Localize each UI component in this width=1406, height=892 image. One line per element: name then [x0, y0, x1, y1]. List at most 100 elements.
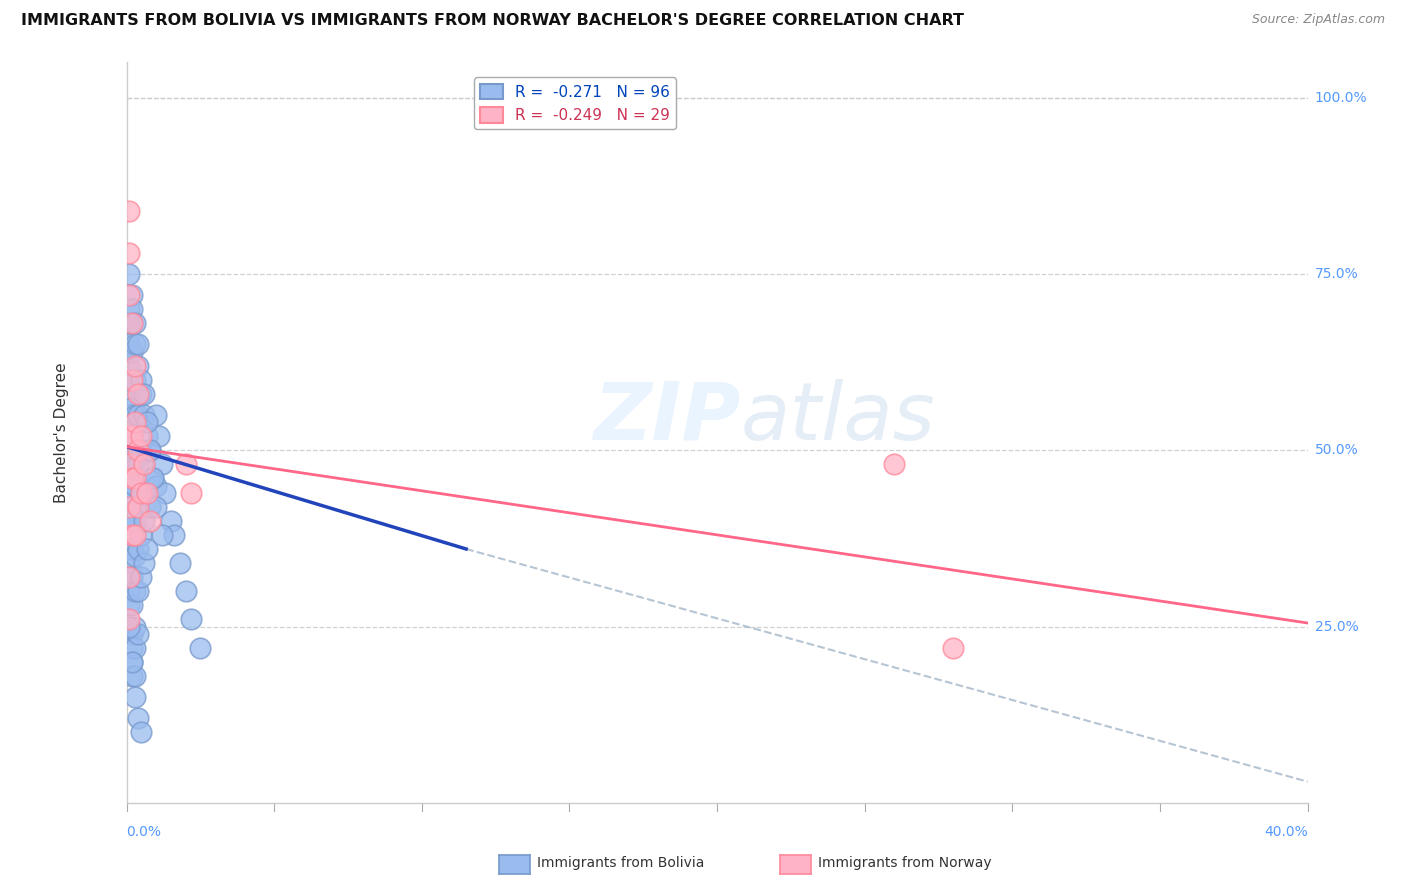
Point	[118, 373, 141, 387]
Point	[127, 337, 149, 351]
Point	[124, 528, 146, 542]
Point	[118, 612, 141, 626]
Point	[124, 640, 146, 655]
Point	[124, 514, 146, 528]
Point	[142, 471, 165, 485]
Point	[121, 528, 143, 542]
Point	[136, 485, 159, 500]
Point	[118, 203, 141, 218]
Point	[127, 541, 149, 556]
Point	[121, 541, 143, 556]
Point	[129, 485, 153, 500]
Point	[134, 458, 156, 472]
Point	[121, 401, 143, 415]
Point	[124, 549, 146, 563]
Point	[153, 485, 176, 500]
Point	[129, 443, 153, 458]
Legend: R =  -0.271   N = 96, R =  -0.249   N = 29: R = -0.271 N = 96, R = -0.249 N = 29	[474, 78, 676, 129]
Point	[127, 359, 149, 373]
Point	[150, 528, 173, 542]
Point	[139, 443, 162, 458]
Point	[118, 267, 141, 281]
Point	[134, 408, 156, 422]
Point	[124, 408, 146, 422]
Point	[129, 725, 153, 739]
Point	[139, 514, 162, 528]
Point	[121, 344, 143, 359]
Point	[163, 528, 186, 542]
Point	[118, 514, 141, 528]
Point	[124, 359, 146, 373]
Point	[118, 359, 141, 373]
Point	[127, 458, 149, 472]
Point	[142, 471, 165, 485]
Point	[174, 584, 197, 599]
Point	[127, 443, 149, 458]
Point	[118, 471, 141, 485]
Point	[174, 458, 197, 472]
Point	[118, 485, 141, 500]
Point	[118, 528, 141, 542]
Point	[118, 245, 141, 260]
Point	[180, 612, 202, 626]
Text: Bachelor's Degree: Bachelor's Degree	[53, 362, 69, 503]
Point	[118, 556, 141, 570]
Point	[121, 655, 143, 669]
Point	[118, 443, 141, 458]
Point	[124, 443, 146, 458]
Point	[118, 408, 141, 422]
Point	[127, 500, 149, 514]
Point	[121, 599, 143, 613]
Point	[121, 302, 143, 317]
Point	[121, 316, 143, 330]
Point	[136, 485, 159, 500]
Point	[127, 626, 149, 640]
Point	[129, 387, 153, 401]
Text: 0.0%: 0.0%	[127, 825, 162, 839]
Text: IMMIGRANTS FROM BOLIVIA VS IMMIGRANTS FROM NORWAY BACHELOR'S DEGREE CORRELATION : IMMIGRANTS FROM BOLIVIA VS IMMIGRANTS FR…	[21, 13, 965, 29]
Point	[169, 556, 191, 570]
Point	[129, 485, 153, 500]
Point	[129, 429, 153, 443]
Point	[127, 500, 149, 514]
Point	[129, 528, 153, 542]
Point	[136, 541, 159, 556]
Point	[124, 669, 146, 683]
Point	[134, 387, 156, 401]
Point	[121, 288, 143, 302]
Point	[139, 500, 162, 514]
Point	[139, 443, 162, 458]
Text: 75.0%: 75.0%	[1315, 267, 1358, 281]
Point	[121, 640, 143, 655]
Point	[118, 570, 141, 584]
Point	[118, 541, 141, 556]
Point	[118, 429, 141, 443]
Point	[188, 640, 211, 655]
Point	[124, 584, 146, 599]
Point	[136, 429, 159, 443]
Point	[124, 316, 146, 330]
Point	[124, 471, 146, 485]
Text: 25.0%: 25.0%	[1315, 620, 1358, 633]
Point	[124, 337, 146, 351]
Point	[134, 514, 156, 528]
Point	[145, 408, 167, 422]
Point	[118, 458, 141, 472]
Point	[942, 640, 965, 655]
Point	[121, 373, 143, 387]
Point	[145, 500, 167, 514]
Point	[883, 458, 905, 472]
Point	[136, 415, 159, 429]
Point	[127, 408, 149, 422]
Point	[129, 373, 153, 387]
Point	[127, 584, 149, 599]
Point	[121, 429, 143, 443]
Point	[118, 387, 141, 401]
Point	[124, 619, 146, 633]
Text: 50.0%: 50.0%	[1315, 443, 1358, 458]
Point	[148, 429, 170, 443]
Point	[129, 570, 153, 584]
Point	[121, 626, 143, 640]
Point	[118, 500, 141, 514]
Point	[118, 584, 141, 599]
